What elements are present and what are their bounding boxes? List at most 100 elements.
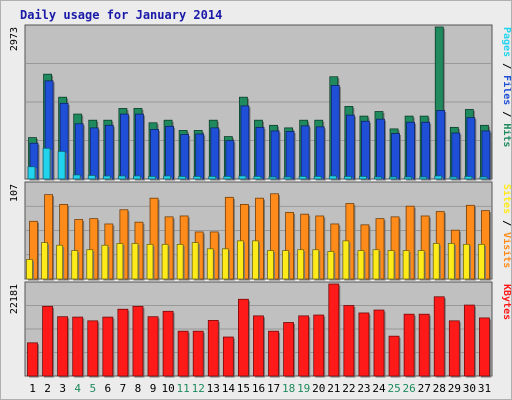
x-tick-label: 13 (207, 382, 220, 395)
bar-files-body (421, 121, 431, 180)
x-tick-label: 11 (177, 382, 190, 395)
bar-sites-body (116, 243, 124, 280)
bar-files (210, 127, 221, 181)
bar-sites (101, 244, 110, 281)
bar-kbytes (72, 316, 85, 378)
x-tick-label: 18 (282, 382, 295, 395)
bar-files-body (165, 125, 174, 180)
bar-kbytes-body (132, 305, 144, 377)
bar-files-body (285, 131, 295, 180)
bar-sites-body (56, 244, 64, 280)
bar-pages-body (434, 175, 443, 180)
bar-sites-body (86, 249, 94, 280)
bar-kbytes (268, 330, 281, 378)
legend-separator: / (501, 57, 512, 75)
bar-sites-body (447, 243, 455, 280)
bar-files (225, 140, 236, 181)
bar-sites (146, 243, 155, 281)
bar-pages (449, 176, 459, 181)
bar-kbytes-body (298, 315, 310, 377)
bar-sites (432, 243, 441, 281)
bar-kbytes-body (57, 316, 69, 377)
bar-kbytes (388, 335, 401, 378)
bar-files-body (391, 133, 400, 180)
bar-sites-body (267, 250, 274, 280)
bar-sites-body (252, 240, 259, 280)
bar-pages-shadow (421, 178, 429, 181)
x-tick-label: 8 (135, 382, 142, 395)
bar-kbytes (42, 305, 55, 378)
x-tick-label: 6 (105, 382, 112, 395)
bar-kbytes-body (388, 335, 400, 377)
bar-sites (417, 250, 426, 281)
bar-pages (87, 175, 97, 181)
bar-sites (297, 249, 306, 281)
legend-item-kbytes: KBytes (501, 284, 512, 320)
bar-sites (267, 250, 276, 281)
x-tick-label: 4 (74, 382, 81, 395)
bar-sites (86, 249, 95, 281)
bar-sites-body (387, 250, 395, 280)
x-tick-label: 26 (403, 382, 416, 395)
bar-pages-body (419, 176, 428, 180)
bar-pages (298, 176, 308, 181)
bar-files-body (481, 130, 491, 180)
bar-files (240, 105, 251, 181)
bar-pages (223, 176, 233, 181)
legend-item-sites: Sites (501, 184, 512, 214)
bar-files (481, 130, 492, 181)
bar-sites-body (161, 243, 169, 280)
bar-pages-shadow (406, 178, 414, 181)
bar-pages (374, 176, 383, 181)
bar-pages (389, 176, 399, 181)
x-tick-label: 24 (372, 382, 386, 395)
bar-sites-body (282, 250, 289, 280)
x-tick-label: 3 (59, 382, 66, 395)
bar-files-body (451, 132, 461, 180)
bar-pages-body (298, 176, 307, 180)
bar-pages-body (208, 176, 217, 180)
bar-pages (178, 176, 188, 181)
bar-files-body (240, 105, 250, 180)
bar-sites-body (417, 250, 425, 280)
bar-sites (221, 248, 230, 281)
bar-files-body (436, 110, 446, 180)
bar-files-body (255, 126, 265, 180)
bar-sites (116, 243, 125, 281)
bar-kbytes (283, 322, 296, 378)
bar-kbytes-body (117, 308, 129, 377)
bar-pages-body (42, 147, 51, 180)
bar-kbytes (433, 296, 446, 378)
bar-files (391, 133, 402, 181)
bar-sites-body (237, 240, 244, 280)
bar-pages-body (404, 176, 413, 180)
bar-kbytes (463, 304, 476, 378)
bar-files-body (361, 120, 370, 180)
bar-kbytes (162, 310, 175, 378)
bar-pages (42, 147, 52, 181)
bar-pages (102, 175, 112, 181)
bar-files (406, 121, 417, 181)
bar-kbytes-body (328, 283, 340, 377)
legend-item-visits: Visits (501, 232, 512, 268)
bar-kbytes-body (479, 317, 490, 377)
bar-kbytes (403, 313, 416, 378)
bar-files-body (406, 121, 416, 180)
bar-files (466, 117, 477, 181)
bar-pages-body (148, 176, 156, 180)
bar-files-body (89, 127, 99, 180)
max-value-label-hits-files-pages: 2973 (9, 27, 20, 51)
bar-kbytes (448, 320, 461, 378)
bar-pages-body (283, 176, 292, 180)
bar-kbytes-body (448, 320, 460, 377)
bar-files (74, 123, 85, 181)
max-value-label-visits-sites: 107 (9, 184, 20, 202)
bar-kbytes (177, 330, 190, 378)
x-tick-label: 19 (297, 382, 310, 395)
bar-kbytes (238, 298, 250, 378)
bar-sites-body (402, 250, 410, 280)
bar-pages-shadow (285, 178, 293, 181)
bar-pages-body (449, 176, 458, 180)
